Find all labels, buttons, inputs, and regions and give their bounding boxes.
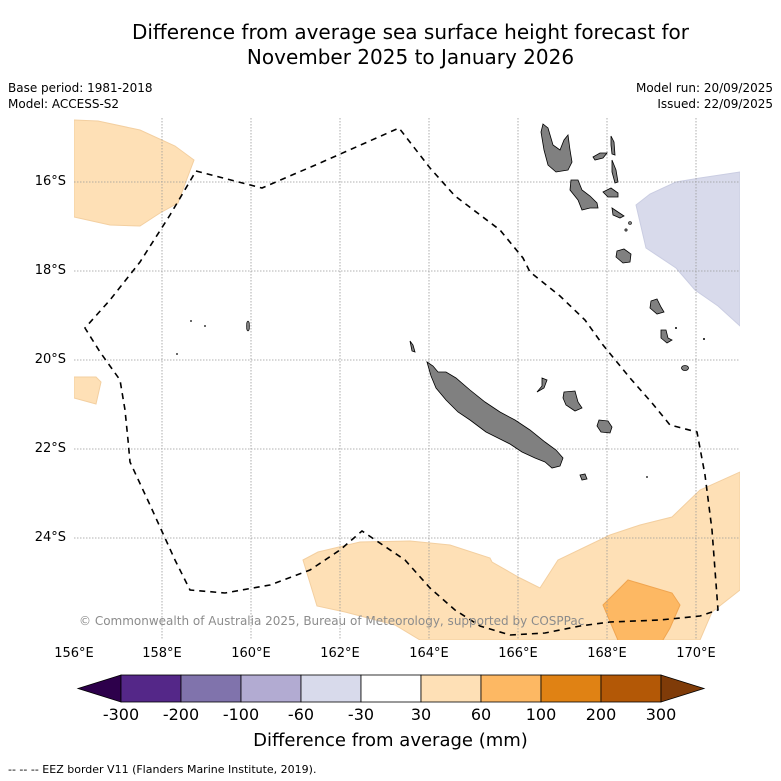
colorbar-tick-label: -100 [222,705,260,724]
lat-tick-label: 18°S [34,263,66,278]
base-period: Base period: 1981-2018 [8,81,153,95]
land-ambrym [602,187,619,198]
region-negative-60-30-east [635,171,740,327]
land-aniwa-islet [703,338,705,340]
land-ouvea [536,377,548,393]
land-shepherd-islet-2 [624,228,628,232]
land-belep-islet [409,340,416,353]
lon-tick-label: 160°E [231,646,271,661]
land-efate [615,248,632,264]
lon-tick-label: 170°E [676,646,716,661]
land-pentecost [611,159,619,184]
meta-left: Base period: 1981-2018 Model: ACCESS-S2 [8,80,153,112]
gridlines [74,118,740,640]
lat-tick-label: 22°S [34,441,66,456]
lat-tick-label: 20°S [34,352,66,367]
land-reef-islet-4 [646,476,648,478]
land-reef-islet-2 [204,325,206,327]
region-positive-60-100-southeast [602,579,681,640]
region-positive-30-60-west [74,376,102,405]
land-epi [611,207,625,219]
land-lifou [562,390,583,412]
colorbar-title: Difference from average (mm) [253,730,528,751]
land-reef-islet-1 [190,320,192,322]
colorbar-tick-label: -300 [102,705,140,724]
copyright-notice: © Commonwealth of Australia 2025, Bureau… [79,614,585,628]
lon-tick-label: 162°E [320,646,360,661]
land-futuna-islet [675,327,677,329]
lon-tick-label: 166°E [498,646,538,661]
model-run: Model run: 20/09/2025 [635,81,773,95]
eez-footnote: -- -- -- EEZ border V11 (Flanders Marine… [8,763,317,776]
colorbar-extend-above [660,674,706,703]
colorbar-bin [300,674,362,703]
title-line-2: November 2025 to January 2026 [246,45,575,69]
colorbar-bin [420,674,482,703]
colorbar-tick-label: 300 [645,705,677,724]
land-malekula [569,179,599,211]
lon-tick-label: 158°E [142,646,182,661]
colorbar-tick-label: 60 [470,705,492,724]
lat-tick-label: 24°S [34,530,66,545]
eez-border [84,127,719,636]
colorbar-tick-label: -200 [162,705,200,724]
colorbar-tick-label: 100 [525,705,557,724]
land-reef-islet-3 [176,353,178,355]
colorbar-bin [240,674,302,703]
land-ambae [592,152,608,161]
lon-tick-label: 156°E [54,646,94,661]
title-line-1: Difference from average sea surface heig… [131,20,690,44]
chart-title: Difference from average sea surface heig… [0,20,781,70]
model-name: Model: ACCESS-S2 [8,97,120,111]
meta-right: Model run: 20/09/2025 Issued: 22/09/2025 [636,80,773,112]
land-erromango [649,298,665,315]
colorbar-tick-label: 30 [410,705,432,724]
colorbar-bin [600,674,662,703]
land-new-caledonia [426,361,564,469]
lon-tick-label: 168°E [587,646,627,661]
colorbar-tick-label: 200 [585,705,617,724]
lat-tick-label: 16°S [34,174,66,189]
land-tanna [660,329,673,344]
land-aneityum [681,365,689,371]
land-mare [596,419,613,434]
colorbar-extend-below [76,674,122,703]
colorbar-tick-label: -60 [287,705,315,724]
colorbar-bin [120,674,182,703]
colorbar-tick-label: -30 [347,705,375,724]
colorbar-bin [180,674,242,703]
land-shepherd-islet [628,221,632,225]
lon-tick-label: 164°E [409,646,449,661]
issued-date: Issued: 22/09/2025 [657,97,773,111]
land-isle-of-pines [579,473,588,481]
colorbar-bin [540,674,602,703]
colorbar-bin [360,674,422,703]
colorbar-bin [480,674,542,703]
land-maewo [610,135,616,156]
land-chesterfield [246,320,250,332]
land-espiritu-santo [540,123,573,173]
